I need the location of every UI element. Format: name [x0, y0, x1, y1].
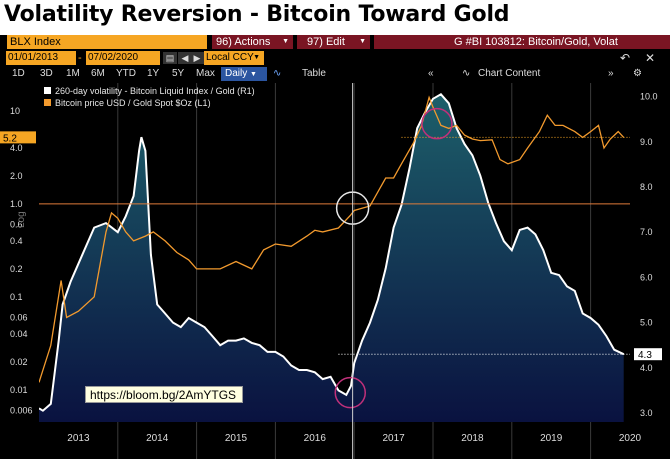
left-tick-label: 0.6 [10, 220, 23, 230]
collapse-icon[interactable]: « [428, 68, 434, 79]
undo-icon[interactable]: ↶ [620, 51, 631, 65]
page-title: Volatility Reversion - Bitcoin Toward Go… [4, 2, 510, 27]
left-tick-label: 0.04 [10, 329, 28, 339]
chart-content-icon: ∿ [462, 68, 471, 79]
frequency-label: Daily [225, 68, 248, 79]
right-last-value-badge [634, 348, 662, 361]
edit-menu-button[interactable]: 97) Edit ▼ [297, 35, 370, 49]
right-tick-label: 5.0 [640, 318, 653, 328]
period-6m[interactable]: 6M [91, 68, 105, 79]
period-3d[interactable]: 3D [40, 68, 53, 79]
x-tick-label: 2014 [146, 433, 169, 444]
date-separator: - [78, 52, 82, 64]
x-tick-label: 2016 [304, 433, 327, 444]
left-tick-label: 0.006 [10, 405, 33, 415]
security-field[interactable]: BLX Index [7, 35, 207, 49]
chart-content-button[interactable]: Chart Content [478, 68, 541, 79]
table-button[interactable]: Table [302, 68, 326, 79]
right-tick-label: 8.0 [640, 182, 653, 192]
legend-swatch [44, 87, 51, 94]
left-tick-label: 10 [10, 106, 20, 116]
volatility-line [39, 93, 625, 412]
left-tick-label: 0.06 [10, 312, 28, 322]
bitcoin-gold-line [39, 95, 625, 383]
left-tick-label: 4.0 [10, 143, 23, 153]
caret-down-icon: ▼ [253, 54, 260, 61]
x-tick-label: 2015 [225, 433, 248, 444]
period-1m[interactable]: 1M [66, 68, 80, 79]
right-tick-label: 9.0 [640, 137, 653, 147]
edit-label: 97) Edit [307, 36, 345, 48]
x-tick-label: 2013 [67, 433, 90, 444]
period-max[interactable]: Max [196, 68, 215, 79]
legend-entry: 260-day volatility - Bitcoin Liquid Inde… [55, 86, 255, 96]
left-axis-label: Log [16, 211, 27, 228]
x-tick-label: 2019 [540, 433, 563, 444]
annotation-circle [421, 107, 453, 140]
chart: 10 4.0 2.0 1.0 0.6 0.4 0.2 0.1 0.06 0.04 0.02 0.01 0… [0, 83, 662, 459]
caret-down-icon: ▼ [250, 71, 257, 78]
volatility-area [39, 94, 624, 422]
end-date-input[interactable]: 07/02/2020 [86, 51, 160, 65]
command-bar: BLX Index 96) Actions ▼ 97) Edit ▼ G #BI… [0, 35, 670, 49]
currency-select[interactable]: Local CCY ▼ [204, 51, 264, 65]
period-1y[interactable]: 1Y [147, 68, 160, 79]
x-tick-label: 2017 [382, 433, 405, 444]
right-last-value: 4.3 [638, 350, 652, 361]
x-tick-label: 2018 [461, 433, 484, 444]
date-range-bar: 01/01/2013 - 07/02/2020 ▤ ◀ ▶ Local CCY … [0, 51, 670, 65]
right-tick-label: 10.0 [640, 92, 658, 102]
actions-menu-button[interactable]: 96) Actions ▼ [212, 35, 293, 49]
next-arrow-icon[interactable]: ▶ [190, 52, 204, 64]
ticker-title: G #BI 103812: Bitcoin/Gold, Volat [374, 35, 670, 49]
actions-label: 96) Actions [216, 36, 271, 48]
x-tick-label: 2020 [619, 433, 642, 444]
right-tick-label: 7.0 [640, 227, 653, 237]
chart-toolbar: 1D 3D 1M 6M YTD 1Y 5Y Max Daily ▼ ∿ Tabl… [0, 66, 670, 82]
prev-arrow-icon[interactable]: ◀ [178, 52, 192, 64]
source-link[interactable]: https://bloom.bg/2AmYTGS [85, 386, 243, 403]
legend-entry: Bitcoin price USD / Gold Spot $Oz (L1) [55, 98, 211, 108]
frequency-select[interactable]: Daily ▼ [221, 67, 267, 81]
legend-swatch [44, 99, 51, 106]
close-icon[interactable]: ✕ [645, 51, 656, 65]
left-last-value: 5.2 [3, 133, 17, 144]
right-tick-label: 6.0 [640, 272, 653, 282]
start-date-input[interactable]: 01/01/2013 [6, 51, 76, 65]
left-last-value-badge [0, 131, 36, 144]
left-tick-label: 1.0 [10, 199, 23, 209]
left-tick-label: 0.4 [10, 236, 23, 246]
left-tick-label: 0.02 [10, 357, 28, 367]
left-tick-label: 0.01 [10, 385, 28, 395]
period-5y[interactable]: 5Y [172, 68, 185, 79]
right-tick-label: 4.0 [640, 363, 653, 373]
left-tick-label: 0.2 [10, 264, 23, 274]
caret-down-icon: ▼ [282, 38, 289, 45]
calendar-icon[interactable]: ▤ [163, 52, 177, 64]
bloomberg-terminal-panel: BLX Index 96) Actions ▼ 97) Edit ▼ G #BI… [0, 35, 670, 459]
caret-down-icon: ▼ [359, 38, 366, 45]
left-tick-label: 2.0 [10, 171, 23, 181]
line-chart-icon[interactable]: ∿ [273, 68, 282, 79]
annotation-circle [334, 376, 367, 409]
currency-label: Local CCY [206, 52, 254, 63]
period-1d[interactable]: 1D [12, 68, 25, 79]
expand-icon[interactable]: » [608, 68, 614, 79]
left-tick-label: 0.1 [10, 292, 23, 302]
right-tick-label: 3.0 [640, 408, 653, 418]
period-ytd[interactable]: YTD [116, 68, 136, 79]
gear-icon[interactable]: ⚙ [633, 68, 642, 79]
